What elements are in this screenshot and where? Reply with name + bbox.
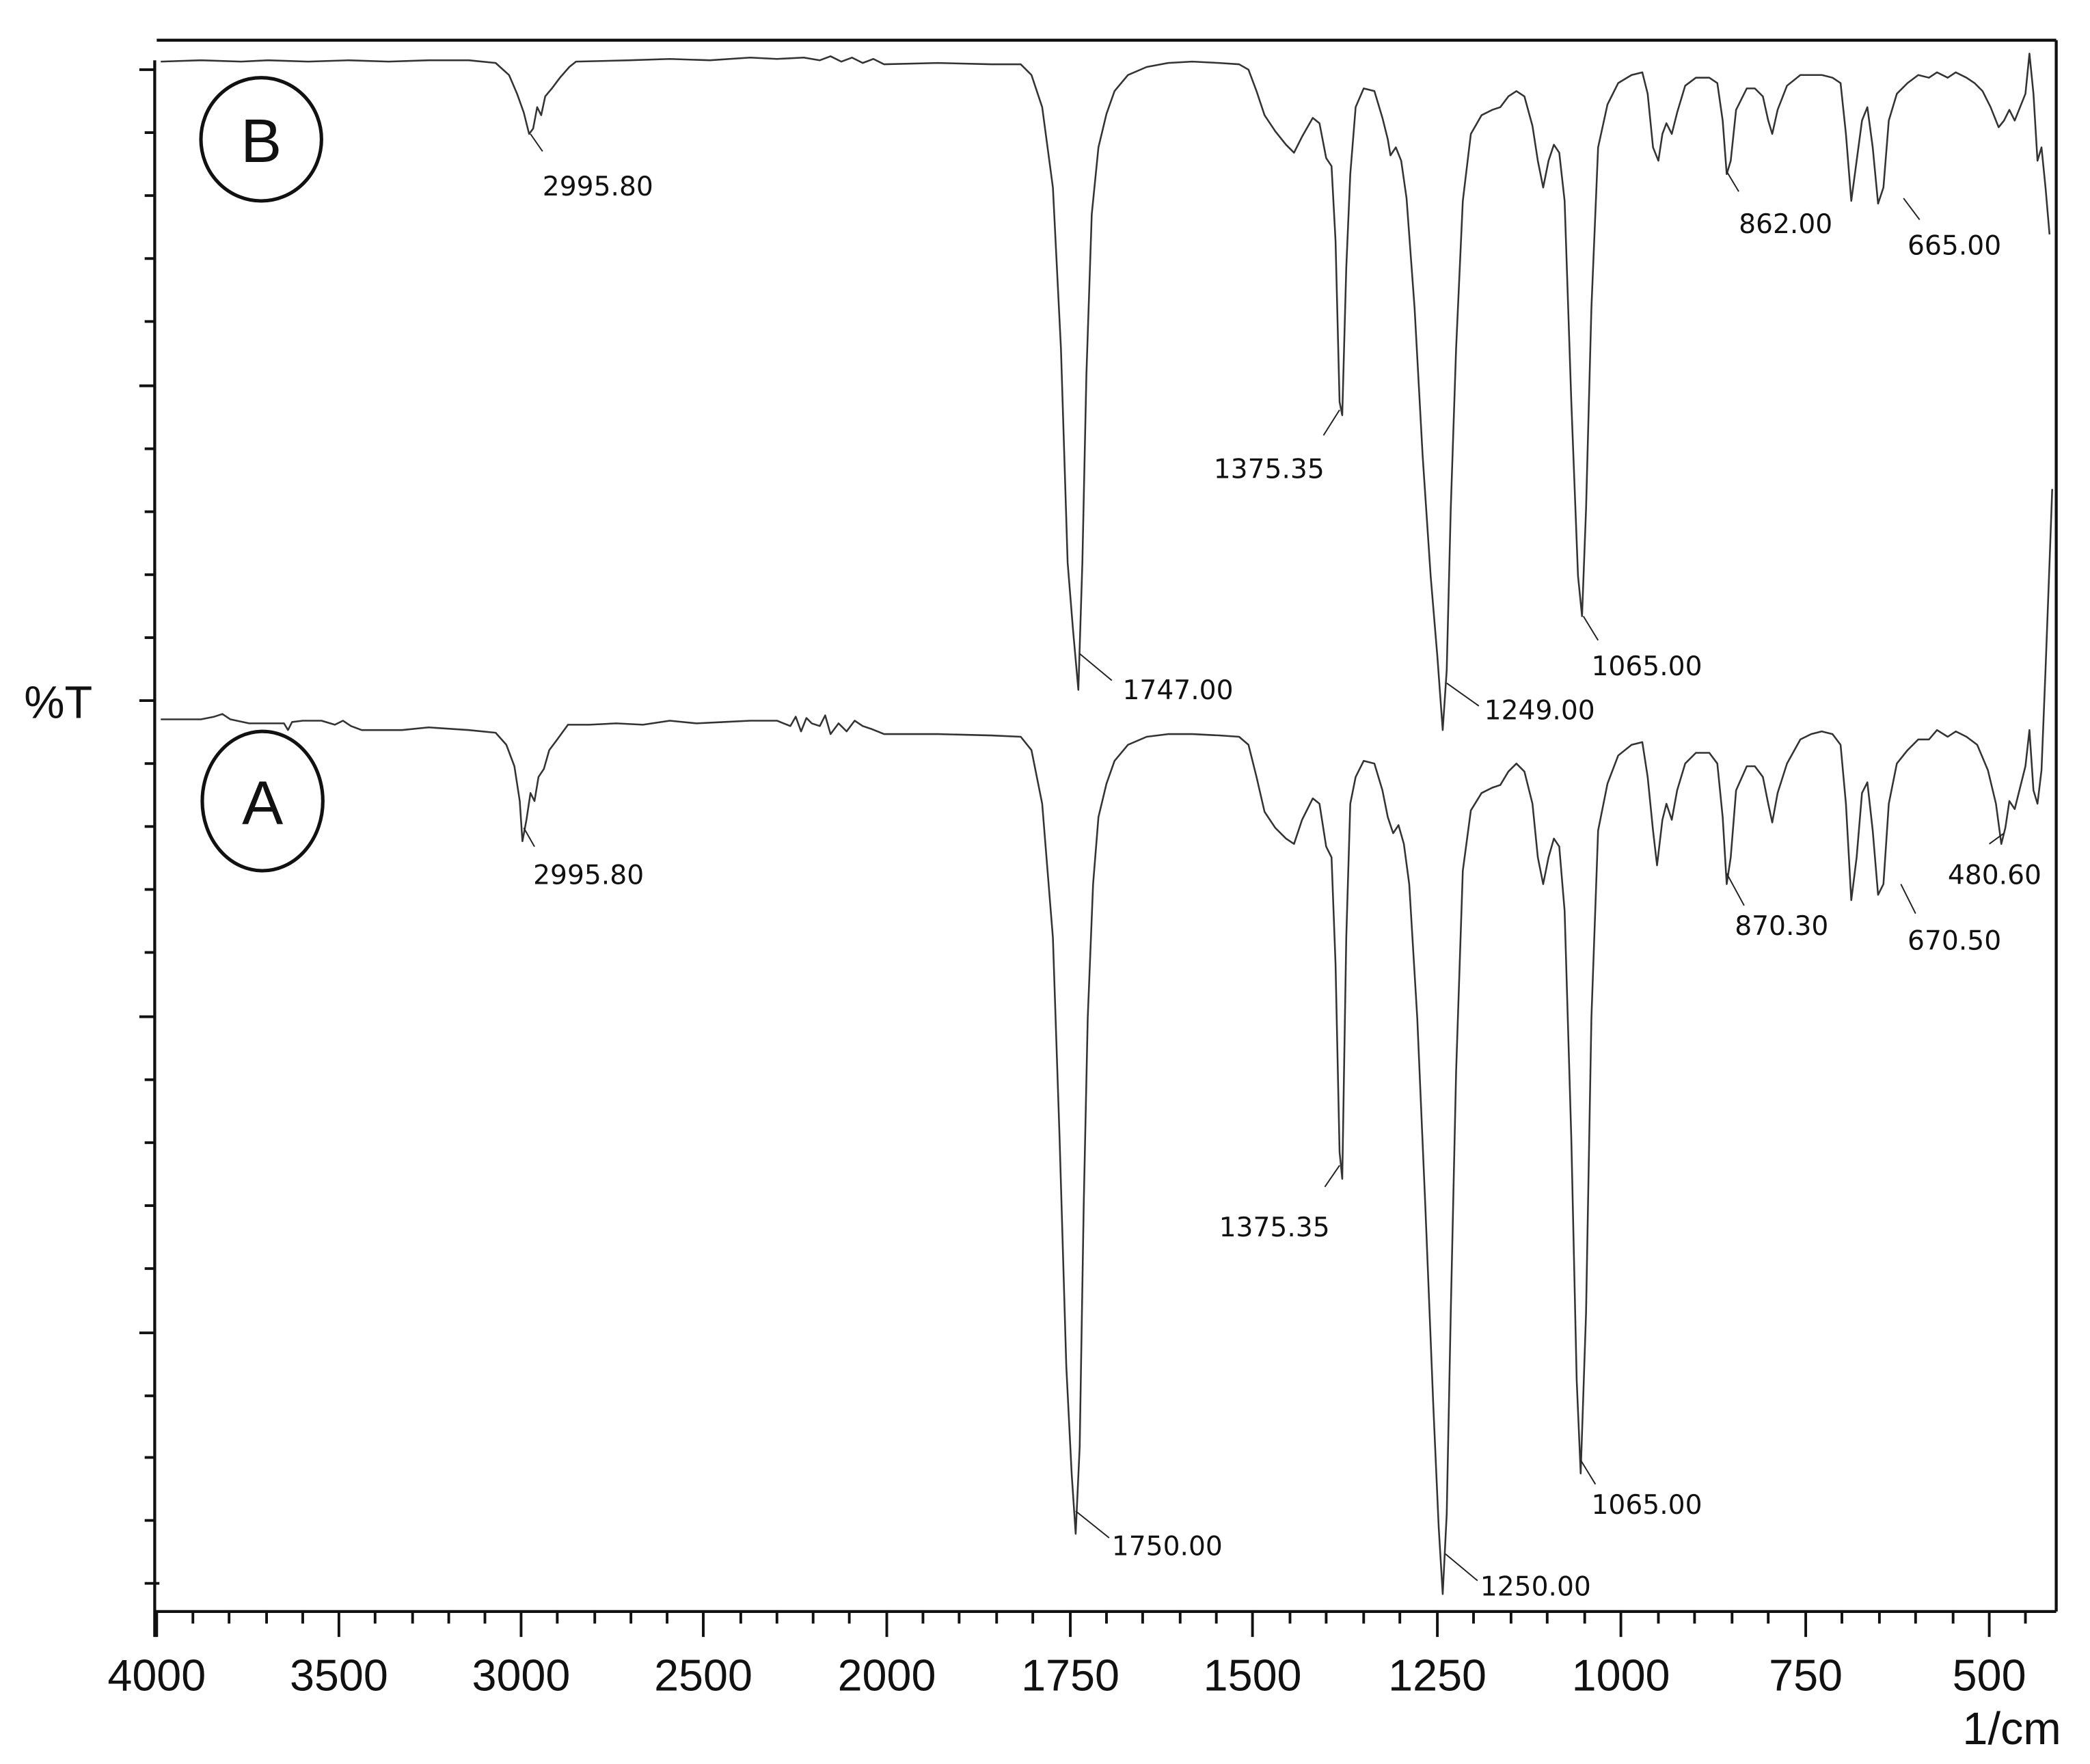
peak-leaders-a [523,827,2005,1582]
x-tick-label: 1750 [1021,1651,1119,1700]
x-axis-title: 1/cm [1962,1704,2061,1754]
peak-label: 2995.80 [533,860,644,891]
panel-letter-b: B [241,107,282,176]
peak-label: 1375.35 [1214,454,1325,485]
x-tick-label: 4000 [107,1651,206,1700]
panel-label-a: A [200,729,325,873]
x-axis-ticks [155,1611,2027,1638]
peak-label: 1065.00 [1591,651,1702,682]
x-tick-label: 1250 [1388,1651,1487,1700]
panel-letter-a: A [242,768,283,837]
panel-label-b: B [199,76,323,203]
x-tick-label: 1500 [1204,1651,1302,1700]
peak-label: 2995.80 [543,172,653,202]
y-axis-title: %T [24,678,92,729]
x-tick-label: 2500 [654,1651,752,1700]
peak-label: 1750.00 [1112,1532,1223,1562]
peak-leaders-b [530,133,1921,707]
peak-label: 862.00 [1739,209,1832,240]
x-tick-label: 750 [1769,1651,1843,1700]
spectrum-b-trace [161,53,2051,731]
x-tick-label: 3000 [472,1651,571,1700]
peak-label: 870.30 [1735,911,1828,942]
peak-label: 1375.35 [1219,1212,1330,1243]
x-tick-label: 1000 [1572,1651,1670,1700]
peak-label: 1250.00 [1480,1571,1591,1602]
peak-label: 1249.00 [1484,696,1595,727]
spectrum-a-trace [161,489,2053,1595]
peak-label: 1747.00 [1122,675,1233,706]
peak-labels-a: 2995.80 1750.00 1375.35 1250.00 1065.00 … [533,860,2041,1603]
peak-label: 1065.00 [1591,1490,1702,1521]
peak-labels-b: 2995.80 1747.00 1375.35 1249.00 1065.00 … [543,172,2001,726]
x-axis-tick-labels: 4000 3500 3000 2500 2000 1750 1500 1250 … [107,1651,2026,1700]
plot-frame [153,38,2058,1638]
peak-label: 665.00 [1908,230,2001,261]
y-axis-ticks [139,68,160,1585]
peak-label: 480.60 [1948,860,2041,891]
peak-label: 670.50 [1908,926,2001,957]
x-tick-label: 3500 [290,1651,388,1700]
x-tick-label: 500 [1953,1651,2026,1700]
x-tick-label: 2000 [838,1651,936,1700]
